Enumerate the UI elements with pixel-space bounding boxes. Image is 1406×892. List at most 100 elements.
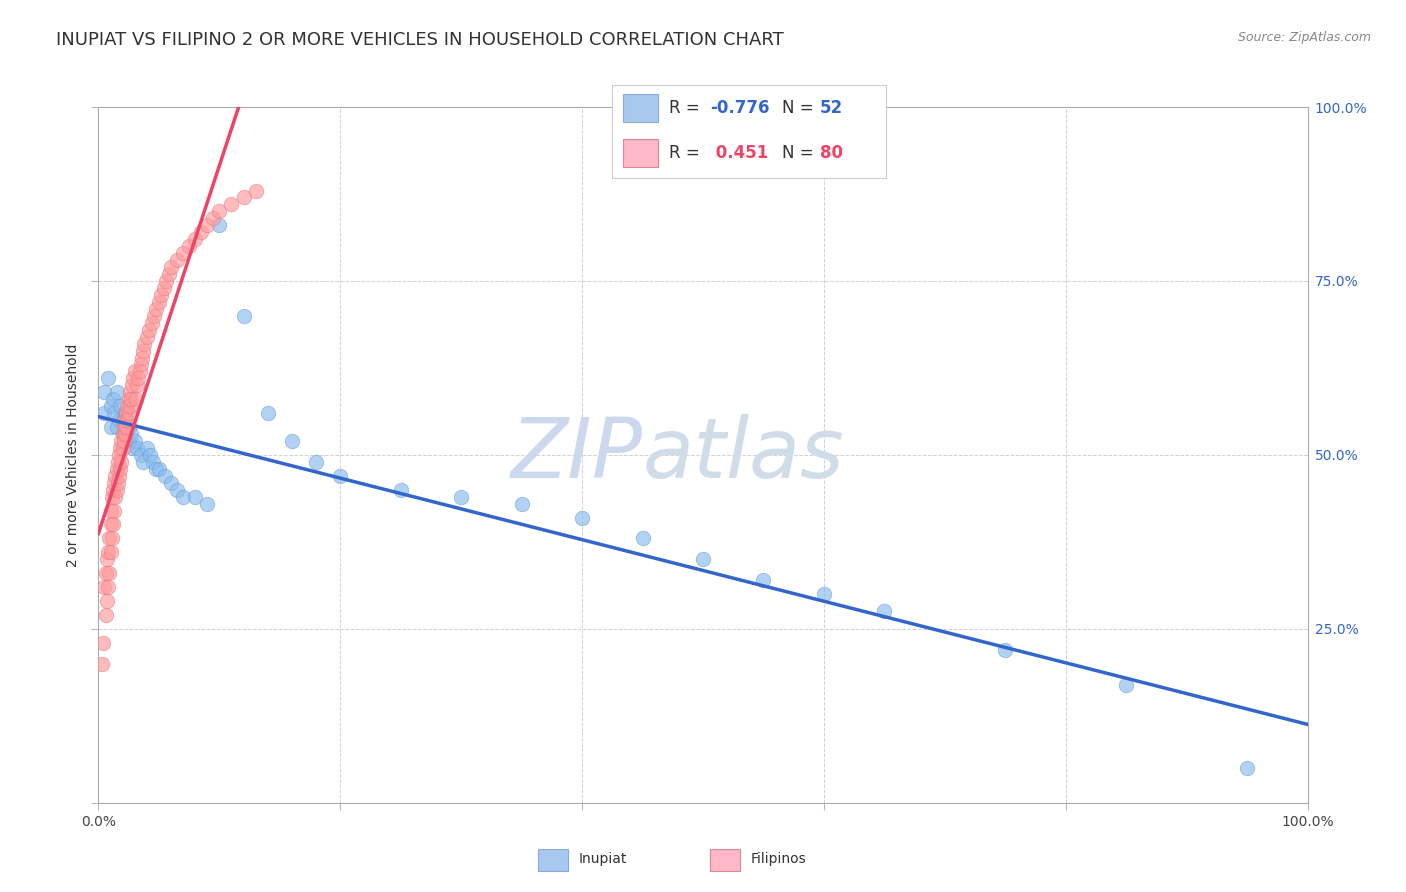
- Point: [1115, 677, 1137, 691]
- Point: [118, 385, 141, 400]
- Y-axis label: 2 or more Vehicles in Household: 2 or more Vehicles in Household: [66, 343, 80, 566]
- Text: -0.776: -0.776: [710, 99, 770, 117]
- Point: [148, 294, 170, 309]
- Point: [148, 462, 170, 476]
- Point: [232, 190, 254, 204]
- Point: [100, 399, 122, 413]
- Point: [142, 455, 165, 469]
- Point: [114, 427, 136, 442]
- Point: [132, 343, 155, 358]
- Point: [100, 503, 122, 517]
- Point: [112, 434, 135, 448]
- Text: Filipinos: Filipinos: [751, 852, 806, 865]
- Point: [752, 573, 775, 587]
- Point: [97, 371, 120, 385]
- Point: [631, 532, 654, 546]
- Text: atlas: atlas: [643, 415, 844, 495]
- Point: [190, 225, 212, 239]
- Point: [93, 385, 115, 400]
- Point: [108, 448, 131, 462]
- Text: 80: 80: [820, 144, 844, 161]
- Point: [96, 552, 118, 566]
- Point: [157, 267, 180, 281]
- Point: [143, 309, 166, 323]
- Point: [97, 545, 120, 559]
- Point: [110, 455, 132, 469]
- Text: INUPIAT VS FILIPINO 2 OR MORE VEHICLES IN HOUSEHOLD CORRELATION CHART: INUPIAT VS FILIPINO 2 OR MORE VEHICLES I…: [56, 31, 785, 49]
- Text: N =: N =: [782, 99, 818, 117]
- Point: [98, 566, 121, 581]
- Point: [103, 475, 125, 490]
- Point: [153, 468, 176, 483]
- Text: R =: R =: [669, 144, 706, 161]
- Point: [145, 462, 167, 476]
- Point: [281, 434, 304, 448]
- Point: [100, 420, 122, 434]
- Point: [91, 636, 114, 650]
- Point: [245, 184, 267, 198]
- Point: [208, 219, 231, 233]
- Point: [195, 219, 218, 233]
- Point: [100, 490, 122, 504]
- Point: [873, 605, 896, 619]
- Text: 0.451: 0.451: [710, 144, 769, 161]
- Point: [100, 517, 122, 532]
- Point: [160, 475, 183, 490]
- Point: [172, 490, 194, 504]
- Point: [450, 490, 472, 504]
- FancyBboxPatch shape: [623, 139, 658, 167]
- Point: [110, 434, 132, 448]
- Point: [127, 371, 149, 385]
- Point: [813, 587, 835, 601]
- Point: [111, 413, 134, 427]
- Point: [389, 483, 412, 497]
- Point: [108, 399, 131, 413]
- Point: [101, 392, 124, 407]
- Point: [121, 378, 143, 392]
- Point: [96, 594, 118, 608]
- Text: Inupiat: Inupiat: [578, 852, 627, 865]
- Point: [166, 253, 188, 268]
- Point: [118, 406, 141, 420]
- Point: [208, 204, 231, 219]
- Point: [155, 274, 177, 288]
- Text: R =: R =: [669, 99, 706, 117]
- Point: [305, 455, 328, 469]
- Point: [179, 239, 201, 253]
- Point: [131, 351, 153, 365]
- Point: [145, 301, 167, 316]
- Point: [107, 475, 129, 490]
- Point: [127, 378, 149, 392]
- Point: [115, 427, 138, 442]
- Point: [118, 399, 141, 413]
- Point: [100, 532, 122, 546]
- Point: [91, 657, 114, 671]
- Point: [138, 323, 160, 337]
- Point: [221, 197, 243, 211]
- Point: [120, 427, 142, 442]
- Point: [510, 497, 533, 511]
- Point: [104, 468, 127, 483]
- Point: [124, 364, 146, 378]
- Point: [202, 211, 225, 226]
- Point: [108, 441, 131, 455]
- Point: [115, 406, 138, 420]
- Point: [232, 309, 254, 323]
- Text: N =: N =: [782, 144, 818, 161]
- Point: [329, 468, 352, 483]
- Point: [94, 566, 117, 581]
- Point: [93, 406, 115, 420]
- Point: [129, 448, 152, 462]
- Point: [98, 532, 121, 546]
- Point: [93, 580, 115, 594]
- Point: [692, 552, 714, 566]
- Point: [107, 455, 129, 469]
- Point: [256, 406, 278, 420]
- Point: [141, 316, 163, 330]
- Point: [108, 462, 131, 476]
- Point: [111, 441, 134, 455]
- Point: [1236, 761, 1258, 775]
- Point: [121, 441, 143, 455]
- Point: [100, 545, 122, 559]
- Point: [118, 392, 141, 407]
